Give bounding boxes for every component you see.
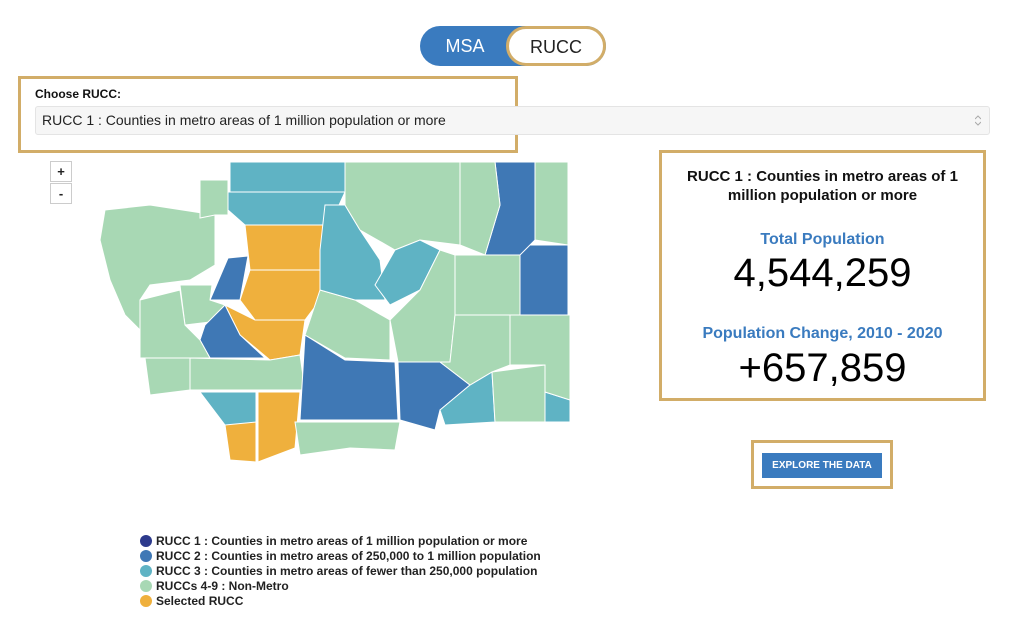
toggle-rucc[interactable]: RUCC bbox=[506, 26, 606, 66]
county[interactable] bbox=[519, 244, 569, 316]
county[interactable] bbox=[459, 161, 501, 256]
zoom-out[interactable]: - bbox=[50, 183, 72, 204]
summary-title: RUCC 1 : Counties in metro areas of 1 mi… bbox=[687, 168, 958, 204]
button-frame bbox=[751, 440, 893, 489]
toggle: MSA RUCC bbox=[420, 26, 606, 66]
legend-swatch bbox=[140, 550, 152, 562]
county[interactable] bbox=[257, 391, 301, 463]
county[interactable] bbox=[199, 179, 229, 219]
map bbox=[99, 161, 571, 463]
county[interactable] bbox=[144, 357, 191, 396]
legend-swatch bbox=[140, 580, 152, 592]
county[interactable] bbox=[198, 391, 257, 426]
counties bbox=[99, 161, 571, 463]
legend-item: RUCC 3 : Counties in metro areas of fewe… bbox=[140, 564, 537, 579]
change-label: Population Change, 2010 - 2020 bbox=[702, 325, 943, 342]
selector-value: RUCC 1 : Counties in metro areas of 1 mi… bbox=[42, 112, 446, 128]
legend-item: RUCC 1 : Counties in metro areas of 1 mi… bbox=[140, 534, 527, 549]
county[interactable] bbox=[229, 161, 346, 193]
explore-button[interactable]: EXPLORE THE DATA bbox=[762, 453, 882, 478]
county[interactable] bbox=[224, 421, 257, 463]
county[interactable] bbox=[454, 254, 521, 316]
legend-label: RUCCs 4-9 : Non-Metro bbox=[156, 579, 289, 593]
county[interactable] bbox=[294, 421, 401, 456]
legend-swatch bbox=[140, 595, 152, 607]
toggle-msa[interactable]: MSA bbox=[445, 36, 485, 56]
legend-swatch bbox=[140, 565, 152, 577]
legend-item: RUCC 2 : Counties in metro areas of 250,… bbox=[140, 549, 541, 564]
zoom-in[interactable]: + bbox=[50, 161, 72, 182]
legend-item: Selected RUCC bbox=[140, 594, 243, 609]
total-label: Total Population bbox=[760, 231, 885, 248]
legend-label: RUCC 2 : Counties in metro areas of 250,… bbox=[156, 549, 541, 563]
selector-dropdown[interactable]: RUCC 1 : Counties in metro areas of 1 mi… bbox=[35, 106, 990, 135]
county[interactable] bbox=[209, 255, 249, 301]
legend-label: RUCC 3 : Counties in metro areas of fewe… bbox=[156, 564, 538, 578]
legend-item: RUCCs 4-9 : Non-Metro bbox=[140, 579, 289, 594]
legend-label: RUCC 1 : Counties in metro areas of 1 mi… bbox=[156, 534, 528, 548]
legend-swatch bbox=[140, 535, 152, 547]
summary-card: RUCC 1 : Counties in metro areas of 1 mi… bbox=[659, 150, 986, 401]
county[interactable] bbox=[534, 161, 569, 246]
selector-label: Choose RUCC: bbox=[35, 87, 121, 101]
county[interactable] bbox=[189, 354, 306, 391]
county[interactable] bbox=[139, 289, 211, 359]
legend-label: Selected RUCC bbox=[156, 594, 244, 608]
total-value: 4,544,259 bbox=[733, 251, 912, 295]
county[interactable] bbox=[299, 334, 399, 421]
dropdown-arrows bbox=[975, 115, 981, 126]
change-value: +657,859 bbox=[738, 346, 907, 390]
county[interactable] bbox=[509, 314, 571, 401]
county[interactable] bbox=[491, 364, 546, 423]
